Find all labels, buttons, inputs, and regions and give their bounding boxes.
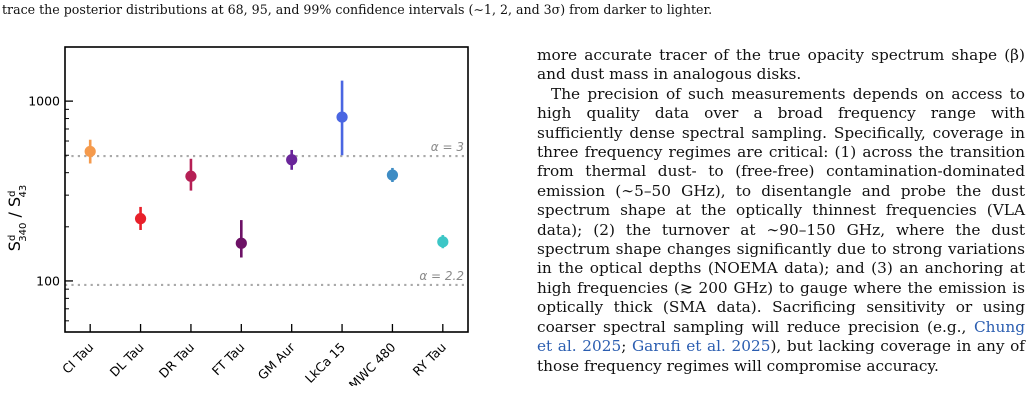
data-point-3 [235,237,247,249]
data-point-6 [386,169,399,181]
x-tick-label-7: RY Tau [410,340,449,379]
x-tick-label-4: GM Aur [255,339,299,383]
x-tick-label-0: CI Tau [59,340,96,377]
x-tick-label-3: FT Tau [209,340,248,379]
citation-chung[interactable]: Chung et al. 2025 [537,317,1025,356]
data-point-0 [84,145,96,158]
paragraph-2-tail: ), but lacking coverage in any of those … [537,337,1025,375]
citation-separator: ; [621,337,632,356]
reference-line-label-0: α = 3 [431,140,464,154]
ratio-chart: α = 3 α = 2.2 100 1000 CI Tau DL Tau DR Tau FT … [5,46,469,392]
paragraph-1: more accurate tracer of the true opacity… [537,46,1025,84]
plot-frame [64,46,469,333]
reference-line-label-1: α = 2.2 [419,269,464,283]
data-point-4 [286,154,298,166]
figure-caption-line: trace the posterior distributions at 68,… [2,2,713,17]
x-tick-label-5: LkCa 15 [302,340,348,386]
plot-area: α = 3 α = 2.2 100 1000 CI Tau DL Tau DR Tau FT … [28,46,469,392]
body-text-column: more accurate tracer of the true opacity… [537,46,1025,376]
paragraph-2: The precision of such measurements depen… [537,85,1025,376]
data-point-5 [336,111,348,123]
data-point-2 [185,170,197,182]
data-point-7 [437,236,449,248]
y-tick-label-1: 1000 [28,94,60,109]
x-tick-label-1: DL Tau [107,340,147,380]
citation-garufi[interactable]: Garufi et al. 2025 [631,337,771,356]
y-axis-label: Sd340 / Sd43 [5,185,29,251]
paragraph-2-text: The precision of such measurements depen… [537,84,1025,336]
x-tick-label-2: DR Tau [156,340,197,381]
y-tick-label-0: 100 [36,273,60,288]
page-cutoff [0,386,1036,414]
x-tick-label-6: MWC 480 [346,339,399,392]
data-point-1 [134,213,147,225]
